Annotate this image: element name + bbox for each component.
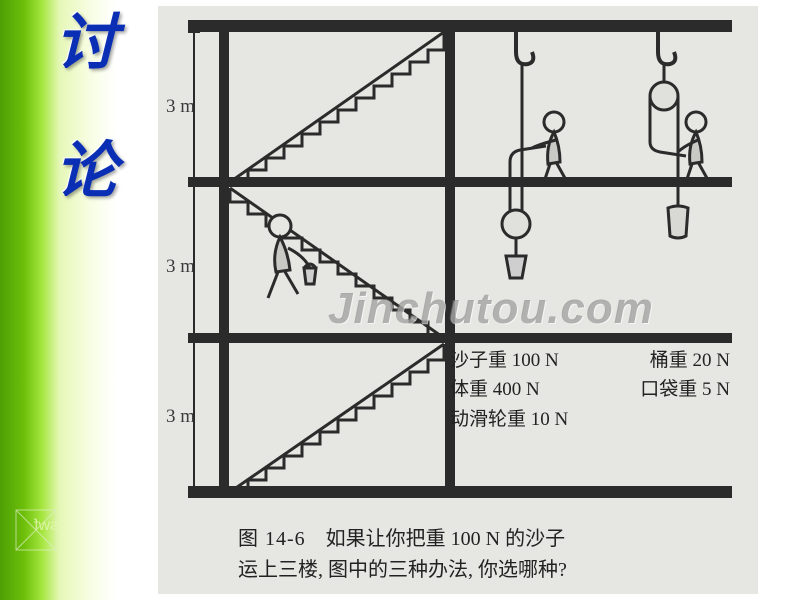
data-block: 沙子重 100 N 桶重 20 N 体重 400 N 口袋重 5 N 动滑轮重 … <box>450 346 730 434</box>
figure-caption: 图 14-6 如果让你把重 100 N 的沙子 运上三楼, 图中的三种办法, 你… <box>238 524 698 586</box>
caption-line2: 运上三楼, 图中的三种办法, 你选哪种? <box>238 559 567 581</box>
data-bag: 口袋重 5 N <box>640 375 730 404</box>
person-stairs-icon <box>268 215 316 298</box>
title-char-1: 讨 <box>55 10 135 78</box>
slide: 讨 论 swf 3 m 3 m 3 m <box>0 0 800 600</box>
swf-label: swf <box>33 517 58 534</box>
data-sand: 沙子重 100 N <box>450 346 559 375</box>
movable-pulley-icon <box>502 64 566 278</box>
data-pulley-weight: 动滑轮重 10 N <box>450 405 568 434</box>
data-bucket: 桶重 20 N <box>650 346 730 375</box>
caption-fig-label: 图 14-6 <box>238 528 306 550</box>
fixed-pulley-icon <box>650 64 708 238</box>
data-row: 体重 400 N 口袋重 5 N <box>450 375 730 404</box>
footer-swf-graphic: swf <box>6 500 66 560</box>
data-row: 沙子重 100 N 桶重 20 N <box>450 346 730 375</box>
caption-line1: 如果让你把重 100 N 的沙子 <box>326 528 565 550</box>
title-char-2: 论 <box>55 138 135 206</box>
data-row: 动滑轮重 10 N <box>450 405 730 434</box>
figure-panel: 3 m 3 m 3 m <box>158 6 758 594</box>
data-body: 体重 400 N <box>450 375 540 404</box>
title-column: 讨 论 <box>55 10 135 206</box>
